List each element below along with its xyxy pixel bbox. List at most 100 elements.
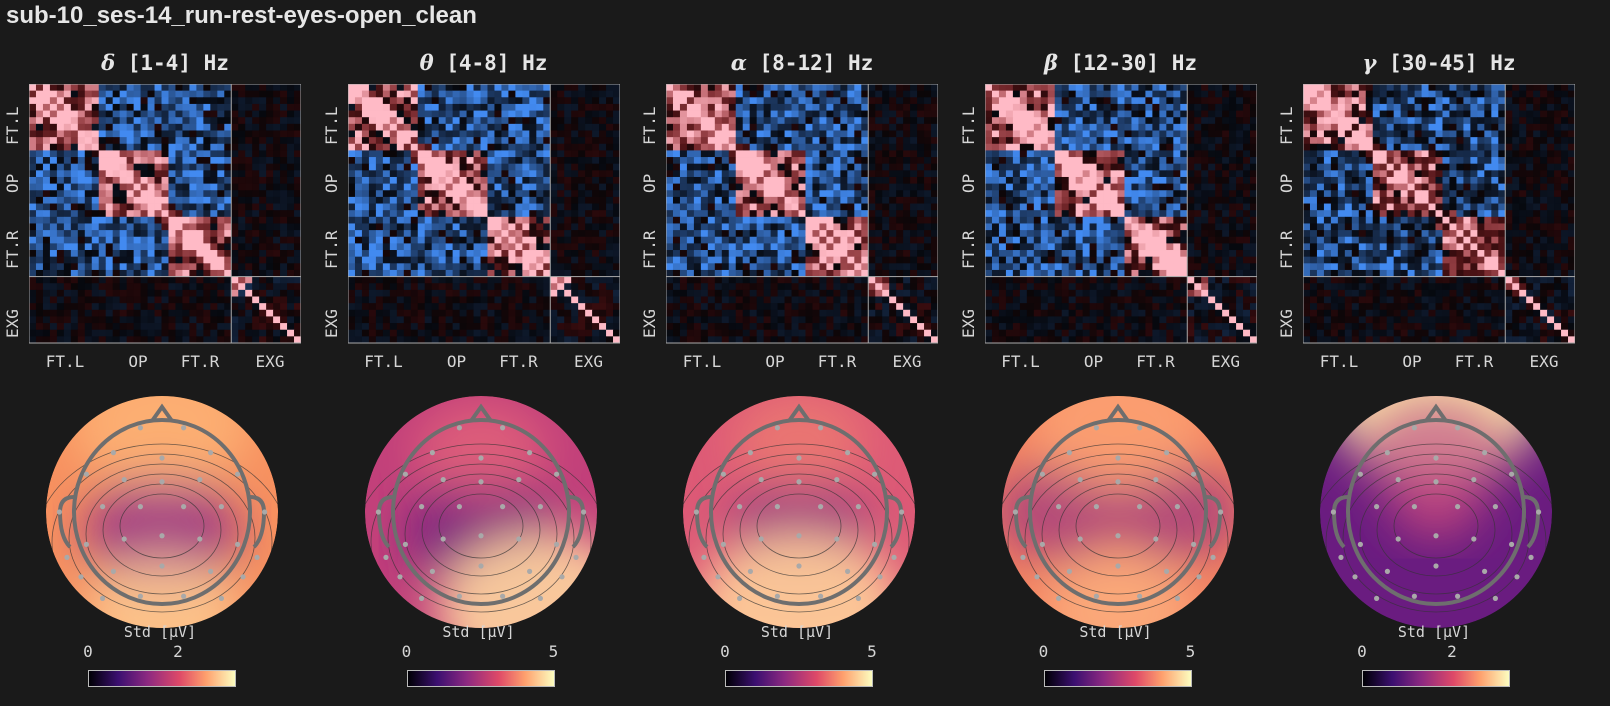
matrix-cell	[203, 137, 211, 145]
matrix-cell	[161, 303, 169, 311]
matrix-cell	[189, 230, 197, 238]
matrix-cell	[819, 210, 827, 218]
matrix-cell	[126, 243, 135, 251]
matrix-cell	[521, 210, 530, 218]
colorbar-tick: 0	[83, 642, 93, 661]
matrix-cell	[56, 256, 65, 264]
matrix-cell	[119, 336, 128, 344]
matrix-cell	[224, 256, 232, 264]
matrix-cell	[1144, 117, 1153, 125]
matrix-cell	[770, 143, 778, 151]
matrix-cell	[196, 263, 204, 271]
matrix-cell	[903, 143, 911, 151]
matrix-cell	[431, 117, 439, 125]
matrix-cell	[70, 97, 79, 105]
matrix-cell	[354, 329, 362, 337]
matrix-cell	[763, 323, 772, 331]
matrix-cell	[480, 170, 488, 178]
matrix-cell	[396, 243, 404, 251]
matrix-cell	[763, 210, 772, 218]
matrix-cell	[1228, 103, 1236, 111]
matrix-cell	[49, 196, 58, 204]
matrix-cell	[721, 289, 730, 297]
matrix-cell	[486, 309, 495, 317]
matrix-cell	[210, 170, 218, 178]
matrix-cell	[666, 190, 674, 198]
matrix-cell	[63, 150, 72, 158]
matrix-cell	[598, 309, 606, 317]
matrix-cell	[861, 157, 869, 165]
matrix-cell	[42, 269, 51, 277]
matrix-cell	[417, 123, 425, 131]
matrix-cell	[35, 323, 44, 331]
matrix-cell	[700, 263, 709, 271]
matrix-cell	[1005, 103, 1013, 111]
matrix-cell	[924, 190, 932, 198]
matrix-cell	[347, 336, 355, 344]
matrix-cell	[473, 276, 481, 284]
matrix-cell	[203, 303, 211, 311]
matrix-cell	[473, 316, 481, 324]
matrix-cell	[452, 263, 460, 271]
matrix-cell	[91, 103, 100, 111]
matrix-cell	[196, 329, 204, 337]
matrix-cell	[63, 176, 72, 185]
matrix-cell	[368, 130, 376, 138]
matrix-cell	[273, 336, 281, 344]
matrix-cell	[486, 97, 495, 105]
matrix-cell	[210, 203, 218, 211]
matrix-cell	[577, 329, 586, 337]
matrix-cell	[605, 250, 613, 258]
matrix-cell	[29, 157, 37, 165]
matrix-cell	[679, 183, 688, 191]
matrix-cell	[875, 176, 883, 185]
matrix-cell	[35, 243, 44, 251]
matrix-cell	[805, 176, 813, 185]
matrix-cell	[210, 263, 218, 271]
matrix-cell	[224, 250, 232, 258]
matrix-cell	[1242, 110, 1250, 118]
matrix-cell	[882, 183, 890, 191]
matrix-cell	[133, 103, 141, 111]
matrix-cell	[889, 316, 897, 324]
matrix-cell	[847, 123, 855, 131]
matrix-cell	[154, 336, 162, 344]
matrix-cell	[105, 163, 114, 171]
matrix-cell	[819, 183, 827, 191]
matrix-cell	[784, 210, 792, 218]
matrix-cell	[931, 303, 938, 311]
matrix-cell	[273, 84, 281, 92]
matrix-cell	[459, 230, 467, 238]
matrix-cell	[521, 150, 530, 158]
matrix-cell	[672, 256, 681, 264]
matrix-cell	[514, 269, 523, 277]
matrix-cell	[466, 97, 474, 105]
matrix-cell	[591, 117, 599, 125]
matrix-cell	[294, 283, 301, 291]
matrix-cell	[1005, 110, 1013, 118]
matrix-cell	[854, 190, 862, 198]
matrix-cell	[210, 84, 218, 92]
matrix-cell	[280, 117, 288, 125]
matrix-cell	[791, 236, 799, 244]
matrix-cell	[896, 243, 904, 251]
matrix-cell	[49, 316, 58, 324]
matrix-cell	[368, 103, 376, 111]
matrix-cell	[480, 283, 488, 291]
matrix-cell	[466, 103, 474, 111]
matrix-cell	[154, 143, 162, 151]
matrix-cell	[403, 316, 411, 324]
matrix-cell	[840, 84, 848, 92]
matrix-cell	[819, 150, 827, 158]
matrix-cell	[542, 117, 551, 125]
matrix-cell	[287, 243, 295, 251]
matrix-cell	[500, 329, 509, 337]
matrix-cell	[826, 203, 834, 211]
matrix-cell	[666, 183, 674, 191]
matrix-cell	[424, 176, 432, 185]
matrix-cell	[119, 84, 128, 92]
matrix-cell	[161, 84, 169, 92]
matrix-cell	[154, 117, 162, 125]
matrix-cell	[486, 163, 495, 171]
matrix-cell	[1068, 84, 1076, 92]
